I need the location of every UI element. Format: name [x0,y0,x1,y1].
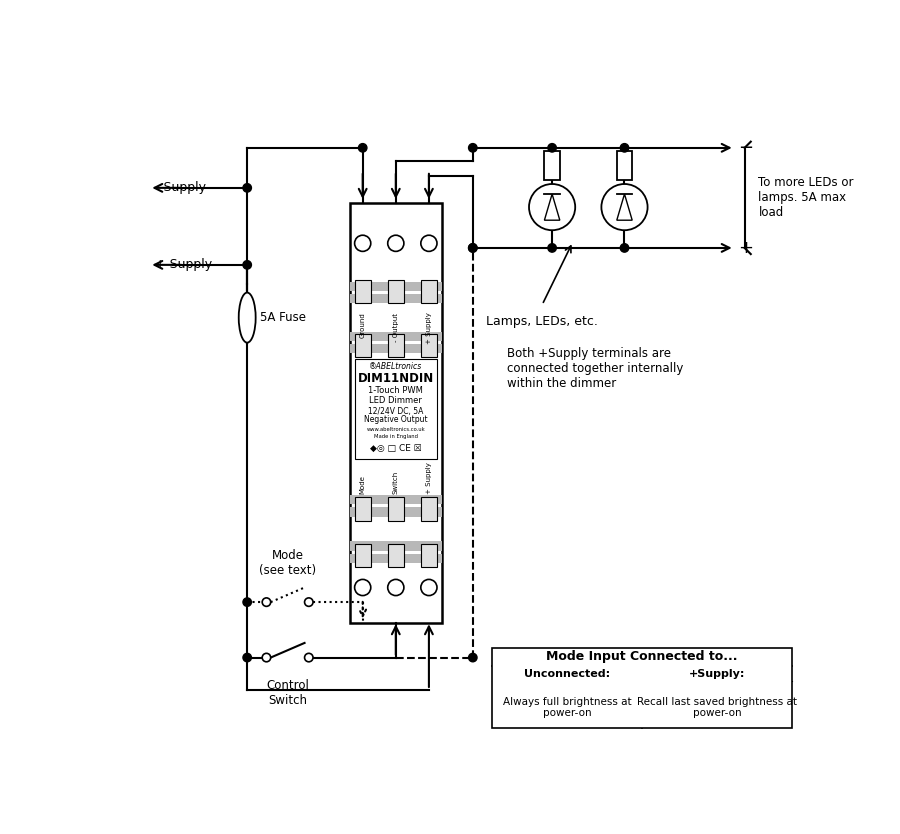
Text: 5A Fuse: 5A Fuse [259,311,305,324]
Text: 1-Touch PWM: 1-Touch PWM [368,386,423,394]
Text: - Output: - Output [392,313,399,342]
Circle shape [469,244,477,252]
Circle shape [620,244,629,252]
Text: Control
Switch: Control Switch [266,679,309,707]
Text: - Supply: - Supply [155,181,206,194]
Circle shape [388,235,404,251]
Text: Always full brightness at
power-on: Always full brightness at power-on [503,697,632,718]
Text: −: − [738,138,753,157]
Bar [349,541,442,550]
Circle shape [304,598,313,606]
Circle shape [601,184,648,230]
Text: DIM11NDIN: DIM11NDIN [357,372,434,385]
Polygon shape [616,194,632,220]
Text: Negative Output: Negative Output [364,415,428,425]
Text: Unconnected:: Unconnected: [524,669,610,679]
Text: Lamps, LEDs, etc.: Lamps, LEDs, etc. [486,315,598,328]
Bar [421,280,437,304]
Circle shape [620,143,629,152]
Bar [355,280,371,304]
Bar [355,544,371,566]
Text: Both +Supply terminals are
connected together internally
within the dimmer: Both +Supply terminals are connected tog… [508,347,684,390]
Bar [388,334,404,357]
Bar [349,495,442,505]
Text: + Supply: + Supply [426,462,432,495]
Text: ◆◎ □ CE ☒: ◆◎ □ CE ☒ [370,444,422,453]
Text: Made in England: Made in England [374,434,418,439]
Circle shape [548,244,556,252]
Circle shape [355,235,371,251]
Text: Recall last saved brightness at
power-on: Recall last saved brightness at power-on [637,697,797,718]
Circle shape [469,653,477,662]
Ellipse shape [238,293,256,343]
Text: LED Dimmer: LED Dimmer [369,396,422,404]
Circle shape [388,580,404,595]
Bar [421,334,437,357]
Bar [355,497,371,520]
Bar [355,334,371,357]
Bar [349,203,442,623]
Bar [349,344,442,354]
Circle shape [243,183,251,192]
Text: Switch: Switch [392,471,399,495]
Text: Mode
(see text): Mode (see text) [259,550,316,577]
Text: ®ABELtronics: ®ABELtronics [369,362,422,371]
Bar [421,544,437,566]
Circle shape [529,184,575,230]
Circle shape [421,235,437,251]
Text: +: + [738,239,753,257]
Bar [421,497,437,520]
Text: www.abeltronics.co.uk: www.abeltronics.co.uk [366,427,425,432]
Circle shape [243,598,251,606]
Bar [349,282,442,291]
Circle shape [548,143,556,152]
Bar [492,647,792,728]
Text: +Supply:: +Supply: [689,669,745,679]
Bar [616,151,632,180]
Text: Ground: Ground [360,313,365,339]
Bar [388,280,404,304]
Circle shape [262,653,271,662]
Text: To more LEDs or
lamps. 5A max
load: To more LEDs or lamps. 5A max load [759,176,854,219]
Bar [388,544,404,566]
Bar [349,554,442,563]
Circle shape [304,653,313,662]
Circle shape [355,580,371,595]
Bar [355,359,436,459]
Text: + Supply: + Supply [155,259,212,271]
Circle shape [421,580,437,595]
Bar [349,294,442,304]
Bar [349,332,442,341]
Text: Mode Input Connected to...: Mode Input Connected to... [546,651,738,663]
Circle shape [262,598,271,606]
Circle shape [469,244,477,252]
Bar [349,507,442,516]
Circle shape [469,143,477,152]
Text: + Supply: + Supply [426,313,432,344]
Text: 12/24V DC, 5A: 12/24V DC, 5A [368,407,424,415]
Bar [544,151,560,180]
Polygon shape [544,194,560,220]
Circle shape [243,260,251,269]
Bar [388,497,404,520]
Circle shape [358,143,367,152]
Text: Mode: Mode [360,475,365,495]
Circle shape [243,653,251,662]
